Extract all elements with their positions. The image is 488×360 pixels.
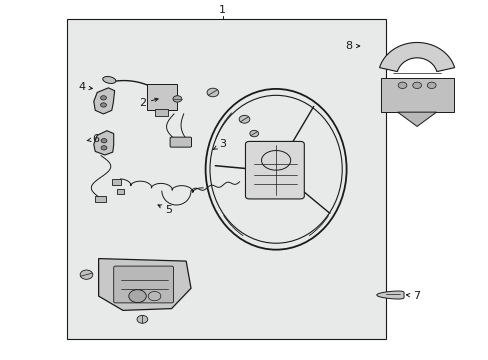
Circle shape xyxy=(101,139,107,143)
Bar xyxy=(67,19,385,339)
Text: 4: 4 xyxy=(78,82,92,92)
Circle shape xyxy=(128,290,146,302)
Polygon shape xyxy=(94,88,115,114)
Circle shape xyxy=(101,146,107,150)
Circle shape xyxy=(101,96,106,100)
Text: 3: 3 xyxy=(213,139,225,149)
Polygon shape xyxy=(99,258,191,310)
Bar xyxy=(112,179,121,185)
Polygon shape xyxy=(94,131,114,155)
Circle shape xyxy=(249,130,258,137)
Text: 5: 5 xyxy=(158,205,172,215)
Bar xyxy=(117,189,124,194)
Text: 1: 1 xyxy=(219,5,225,15)
Polygon shape xyxy=(376,291,403,299)
Ellipse shape xyxy=(102,77,116,84)
Circle shape xyxy=(137,315,147,323)
Text: 8: 8 xyxy=(345,41,359,51)
FancyBboxPatch shape xyxy=(170,137,191,147)
Circle shape xyxy=(173,96,182,102)
Text: 7: 7 xyxy=(406,291,420,301)
Bar xyxy=(95,196,106,202)
Circle shape xyxy=(101,103,106,107)
Polygon shape xyxy=(379,42,454,72)
Circle shape xyxy=(397,82,406,89)
Circle shape xyxy=(412,82,421,89)
Bar xyxy=(154,109,168,116)
Circle shape xyxy=(206,88,218,97)
FancyBboxPatch shape xyxy=(245,141,304,199)
Polygon shape xyxy=(397,112,436,126)
FancyBboxPatch shape xyxy=(147,84,177,111)
FancyBboxPatch shape xyxy=(114,266,173,303)
Circle shape xyxy=(80,270,93,279)
Circle shape xyxy=(239,115,249,123)
Text: 6: 6 xyxy=(87,134,100,144)
Circle shape xyxy=(427,82,435,89)
Text: 2: 2 xyxy=(139,98,158,108)
Bar xyxy=(380,78,453,112)
